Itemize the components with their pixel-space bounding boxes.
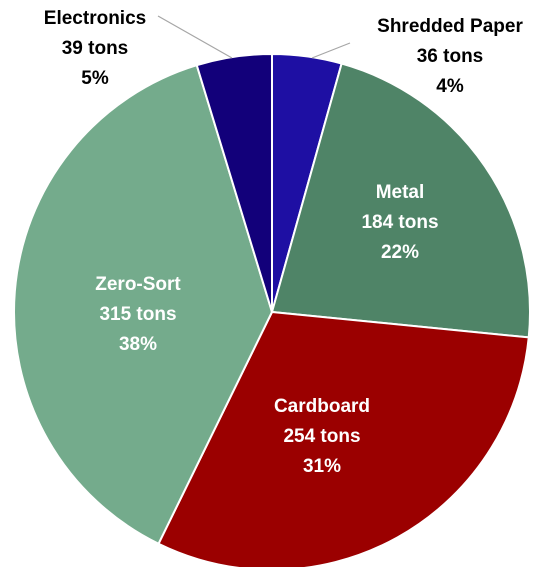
pie-slice-electronics xyxy=(195,52,273,313)
slice-name-cardboard: Cardboard xyxy=(274,396,370,417)
slice-label-electronics: Electronics 39 tons 5% xyxy=(44,8,146,89)
slice-percent-cardboard: 31% xyxy=(303,456,341,477)
pie-slice-metal xyxy=(270,62,532,339)
leader-lines-layer xyxy=(157,15,351,59)
pie-slice-cardboard xyxy=(157,310,530,567)
slice-value-zero-sort: 315 tons xyxy=(99,304,176,325)
slice-label-shredded-paper: Shredded Paper 36 tons 4% xyxy=(377,16,523,97)
slice-value-metal: 184 tons xyxy=(361,212,438,233)
leader-line-shredded-paper xyxy=(311,42,351,59)
slice-value-electronics: 39 tons xyxy=(62,38,129,59)
slices-layer xyxy=(13,52,532,567)
slice-percent-metal: 22% xyxy=(381,242,419,263)
slice-name-metal: Metal xyxy=(376,182,425,203)
slice-value-shredded-paper: 36 tons xyxy=(417,46,484,67)
slice-percent-shredded-paper: 4% xyxy=(436,76,464,97)
slice-name-electronics: Electronics xyxy=(44,8,146,29)
leader-line-electronics xyxy=(157,15,233,59)
slice-label-zero-sort: Zero-Sort 315 tons 38% xyxy=(95,274,181,355)
pie-slice-zero-sort xyxy=(13,63,274,546)
slice-name-shredded-paper: Shredded Paper xyxy=(377,16,523,37)
slice-label-cardboard: Cardboard 254 tons 31% xyxy=(274,396,370,477)
slice-name-zero-sort: Zero-Sort xyxy=(95,274,181,295)
labels-layer: Shredded Paper 36 tons 4% Metal 184 tons 22% C… xyxy=(44,8,524,477)
slice-value-cardboard: 254 tons xyxy=(283,426,360,447)
slice-percent-zero-sort: 38% xyxy=(119,334,157,355)
slice-label-metal: Metal 184 tons 22% xyxy=(361,182,438,263)
slice-percent-electronics: 5% xyxy=(81,68,109,89)
